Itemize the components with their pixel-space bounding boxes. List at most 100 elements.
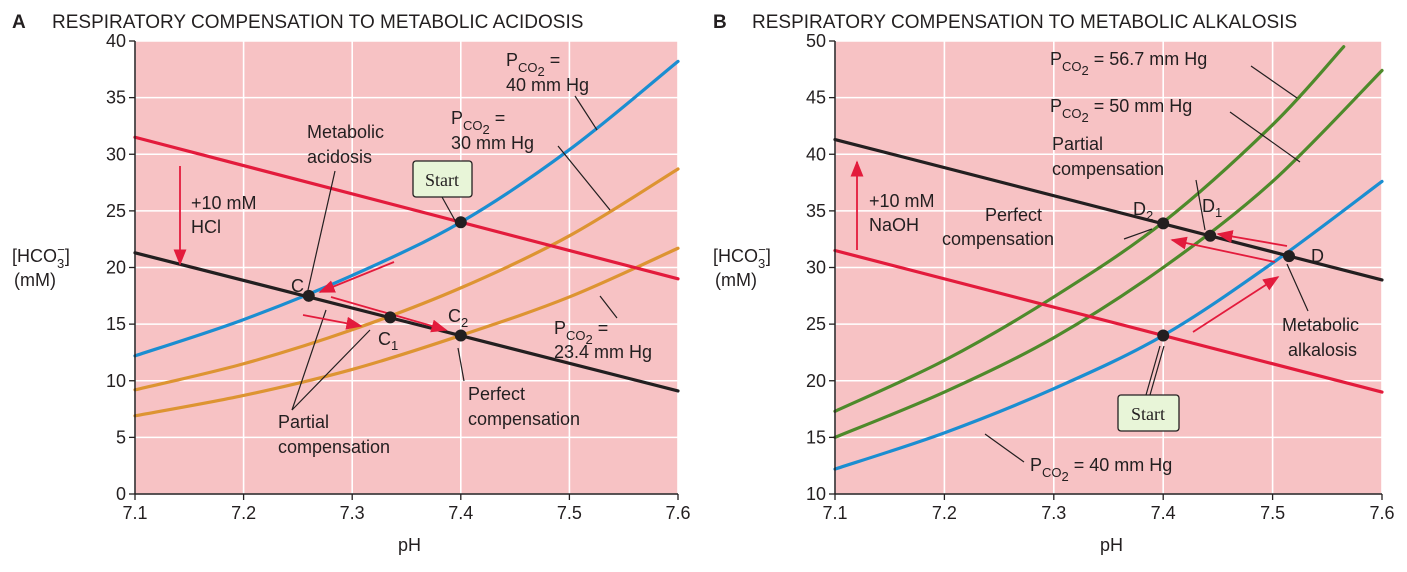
panel-b-x-tick-label: 7.1 <box>822 503 847 523</box>
panel-a-pco2-40-label: PCO2 = 40 mm Hg <box>506 50 589 95</box>
panel-b-series-pco2-50-mm-hg <box>833 68 1384 439</box>
panel-a-x-tick-label: 7.2 <box>231 503 256 523</box>
panel-a-partial-leader-c <box>291 309 327 411</box>
panel-b-pco2-567-leader <box>1250 65 1298 99</box>
panel-b-partial-leader <box>1195 179 1206 231</box>
panel-b-y-tick-label: 30 <box>806 258 826 278</box>
panel-b-pco2-567-label: PCO2 = 56.7 mm Hg <box>1050 49 1207 78</box>
panel-b-pco2-40-leader <box>984 433 1025 463</box>
panel-a-pco2-40-leader <box>574 95 598 131</box>
panel-a-y-tick-label: 5 <box>116 427 126 447</box>
panel-b-point-d2-label: D2 <box>1133 199 1153 223</box>
panel-b-perfect-leader <box>1123 228 1153 240</box>
panel-b-point-start <box>1157 329 1170 342</box>
panel-b-x-tick-label: 7.4 <box>1151 503 1176 523</box>
panel-b-pco2-40-label: PCO2 = 40 mm Hg <box>1030 455 1172 484</box>
panel-a-metabolic-acidosis-label: Metabolic acidosis <box>307 122 384 167</box>
panel-a-y-tick-label: 15 <box>106 314 126 334</box>
panel-a-y-axis-unit: (mM) <box>14 270 56 290</box>
panel-a-series-pco2-40-mm-hg <box>133 59 680 358</box>
panel-b-y-axis-unit: (mM) <box>715 270 757 290</box>
panel-a-series-4 <box>133 251 680 393</box>
panel-b-y-tick-label: 25 <box>806 314 826 334</box>
panel-a-y-tick-label: 20 <box>106 258 126 278</box>
panel-a-acid-load-label: +10 mM HCl <box>191 193 257 237</box>
panel-a-point-c <box>302 289 315 302</box>
panel-b-x-tick-label: 7.3 <box>1041 503 1066 523</box>
svg-text:Start: Start <box>425 170 459 190</box>
panel-b-x-tick-label: 7.2 <box>932 503 957 523</box>
panel-a-series <box>133 59 680 418</box>
panel-a-series-pco2-23-4-mm-hg <box>133 246 680 418</box>
panel-b-ticks: 7.1 7.2 7.3 7.4 7.5 7.6 10 15 20 25 30 35 40 45 50 <box>806 31 1395 523</box>
panel-a-pco2-234-label: PCO2 = 23.4 mm Hg <box>554 318 652 362</box>
panel-b-metabolic-alkalosis-leader <box>1286 263 1309 312</box>
panel-a-letter: A <box>12 12 26 33</box>
panel-a-x-tick-label: 7.4 <box>448 503 473 523</box>
panel-a-point-c2-label: C2 <box>448 306 468 330</box>
panel-a-y-tick-label: 30 <box>106 144 126 164</box>
panel-a-ticks: 7.1 7.2 7.3 7.4 7.5 7.6 0 5 10 15 20 25 30 35 40 <box>106 31 691 523</box>
panel-a: A RESPIRATORY COMPENSATION TO METABOLIC … <box>12 12 691 555</box>
panel-a-point-c1-label: C1 <box>378 329 398 353</box>
panel-a-x-tick-label: 7.1 <box>122 503 147 523</box>
panel-a-point-c2 <box>454 329 467 342</box>
panel-b-pco2-50-label: PCO2 = 50 mm Hg <box>1050 96 1192 125</box>
panel-a-x-tick-label: 7.6 <box>665 503 690 523</box>
panel-a-y-tick-label: 25 <box>106 201 126 221</box>
panel-a-point-c1 <box>384 311 397 324</box>
panel-b: B RESPIRATORY COMPENSATION TO METABOLIC … <box>713 12 1395 555</box>
panel-b-x-axis-label: pH <box>1100 535 1123 555</box>
panel-b-partial-label: Partial compensation <box>1052 134 1164 179</box>
panel-a-x-tick-label: 7.5 <box>557 503 582 523</box>
panel-b-letter: B <box>713 12 727 33</box>
chart-points <box>302 216 1296 342</box>
panel-b-arrow-partial <box>1216 230 1288 247</box>
panel-b-base-load-label: +10 mM NaOH <box>869 191 935 235</box>
panel-a-y-axis-label: [HCO3−] <box>12 242 70 271</box>
panel-a-metabolic-acidosis-leader <box>307 170 336 291</box>
panel-b-x-tick-label: 7.6 <box>1369 503 1394 523</box>
panel-b-y-tick-label: 50 <box>806 31 826 51</box>
panel-b-pco2-50-leader <box>1229 111 1301 163</box>
panel-a-y-tick-label: 40 <box>106 31 126 51</box>
panel-b-y-axis-label: [HCO3−] <box>713 242 771 271</box>
panel-a-series-pco2-30-mm-hg <box>133 167 680 392</box>
panel-a-grid <box>134 40 679 495</box>
panel-b-y-tick-label: 35 <box>806 201 826 221</box>
panel-a-arrow-partial <box>302 314 363 330</box>
panel-a-perfect-label: Perfect compensation <box>468 384 580 429</box>
panel-b-x-tick-label: 7.5 <box>1260 503 1285 523</box>
panel-a-pco2-30-label: PCO2 = 30 mm Hg <box>451 108 534 153</box>
panel-b-perfect-label: Perfect compensation <box>942 205 1054 249</box>
panel-a-pco2-30-leader <box>557 145 611 211</box>
panel-a-y-tick-label: 10 <box>106 371 126 391</box>
panel-a-point-start <box>454 216 467 229</box>
panel-b-arrow-perfect <box>1170 236 1276 263</box>
svg-text:Start: Start <box>1131 404 1165 424</box>
panel-a-series-3 <box>133 135 680 281</box>
panel-b-y-tick-label: 45 <box>806 88 826 108</box>
panel-b-point-d1 <box>1204 229 1217 242</box>
panel-a-partial-leader <box>291 329 371 411</box>
panel-a-y-tick-label: 0 <box>116 484 126 504</box>
panel-b-y-tick-label: 10 <box>806 484 826 504</box>
panel-a-start-badge: Start <box>412 160 473 225</box>
panel-b-start-badge: Start <box>1117 345 1180 432</box>
panel-b-series-4 <box>833 248 1384 394</box>
panel-b-metabolic-alkalosis-label: Metabolic alkalosis <box>1282 315 1359 360</box>
panel-a-point-c-label: C <box>291 276 304 296</box>
panel-a-y-tick-label: 35 <box>106 88 126 108</box>
panel-b-title: RESPIRATORY COMPENSATION TO METABOLIC AL… <box>752 12 1297 33</box>
panel-a-x-axis-label: pH <box>398 535 421 555</box>
panel-a-pco2-234-leader <box>599 295 618 319</box>
panel-b-y-tick-label: 40 <box>806 144 826 164</box>
panel-b-point-d-label: D <box>1311 246 1324 266</box>
panel-b-arrow-to-d <box>1192 276 1280 333</box>
panel-a-perfect-leader <box>457 347 465 382</box>
panel-a-partial-label: Partial compensation <box>278 412 390 457</box>
panel-b-point-d <box>1283 250 1296 263</box>
panel-b-point-d1-label: D1 <box>1202 196 1222 220</box>
panel-b-y-tick-label: 15 <box>806 427 826 447</box>
